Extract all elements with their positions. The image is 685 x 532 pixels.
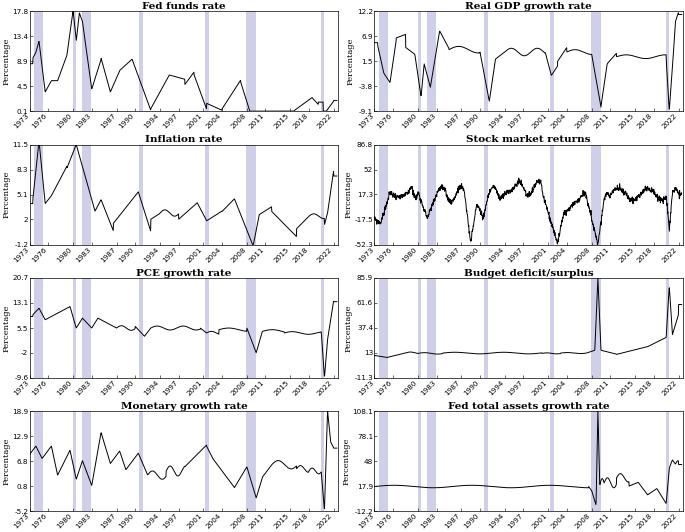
Bar bbox=[550, 278, 554, 378]
Bar bbox=[379, 411, 388, 511]
Bar bbox=[205, 11, 209, 111]
Y-axis label: Percentage: Percentage bbox=[2, 37, 10, 85]
Bar bbox=[73, 145, 76, 245]
Bar bbox=[73, 278, 76, 378]
Bar bbox=[427, 11, 436, 111]
Bar bbox=[666, 145, 669, 245]
Bar bbox=[666, 411, 669, 511]
Bar bbox=[139, 411, 143, 511]
Bar bbox=[427, 411, 436, 511]
Bar bbox=[34, 411, 43, 511]
Bar bbox=[418, 145, 421, 245]
Bar bbox=[550, 145, 554, 245]
Y-axis label: Percentage: Percentage bbox=[2, 171, 10, 218]
Bar bbox=[82, 145, 91, 245]
Bar bbox=[321, 11, 324, 111]
Bar bbox=[34, 145, 43, 245]
Bar bbox=[418, 11, 421, 111]
Bar bbox=[591, 411, 601, 511]
Y-axis label: Percentage: Percentage bbox=[342, 437, 350, 485]
Y-axis label: Percentage: Percentage bbox=[347, 37, 355, 85]
Bar bbox=[418, 411, 421, 511]
Y-axis label: Percentage: Percentage bbox=[2, 304, 10, 352]
Bar bbox=[484, 145, 488, 245]
Title: Fed total assets growth rate: Fed total assets growth rate bbox=[448, 402, 610, 411]
Bar bbox=[321, 411, 324, 511]
Bar bbox=[73, 11, 76, 111]
Bar bbox=[666, 11, 669, 111]
Bar bbox=[205, 278, 209, 378]
Bar bbox=[666, 278, 669, 378]
Bar bbox=[34, 11, 43, 111]
Title: PCE growth rate: PCE growth rate bbox=[136, 269, 232, 278]
Bar bbox=[484, 278, 488, 378]
Y-axis label: Percentage: Percentage bbox=[345, 171, 352, 218]
Bar bbox=[379, 278, 388, 378]
Bar bbox=[247, 411, 256, 511]
Bar bbox=[418, 278, 421, 378]
Title: Fed funds rate: Fed funds rate bbox=[142, 2, 225, 11]
Bar bbox=[550, 11, 554, 111]
Title: Monetary growth rate: Monetary growth rate bbox=[121, 402, 247, 411]
Bar bbox=[591, 145, 601, 245]
Bar bbox=[379, 145, 388, 245]
Bar bbox=[484, 411, 488, 511]
Bar bbox=[591, 11, 601, 111]
Bar bbox=[591, 278, 601, 378]
Bar bbox=[139, 11, 143, 111]
Title: Real GDP growth rate: Real GDP growth rate bbox=[465, 2, 592, 11]
Bar bbox=[205, 145, 209, 245]
Y-axis label: Percentage: Percentage bbox=[2, 437, 10, 485]
Bar bbox=[139, 145, 143, 245]
Bar bbox=[379, 11, 388, 111]
Y-axis label: Percentage: Percentage bbox=[345, 304, 352, 352]
Bar bbox=[73, 411, 76, 511]
Title: Inflation rate: Inflation rate bbox=[145, 136, 223, 144]
Title: Stock market returns: Stock market returns bbox=[466, 136, 591, 144]
Bar bbox=[321, 145, 324, 245]
Bar bbox=[82, 11, 91, 111]
Bar bbox=[247, 278, 256, 378]
Bar bbox=[82, 278, 91, 378]
Bar bbox=[82, 411, 91, 511]
Title: Budget deficit/surplus: Budget deficit/surplus bbox=[464, 269, 593, 278]
Bar bbox=[205, 411, 209, 511]
Bar bbox=[321, 278, 324, 378]
Bar bbox=[427, 145, 436, 245]
Bar bbox=[247, 145, 256, 245]
Bar bbox=[139, 278, 143, 378]
Bar bbox=[247, 11, 256, 111]
Bar bbox=[550, 411, 554, 511]
Bar bbox=[427, 278, 436, 378]
Bar bbox=[484, 11, 488, 111]
Bar bbox=[34, 278, 43, 378]
